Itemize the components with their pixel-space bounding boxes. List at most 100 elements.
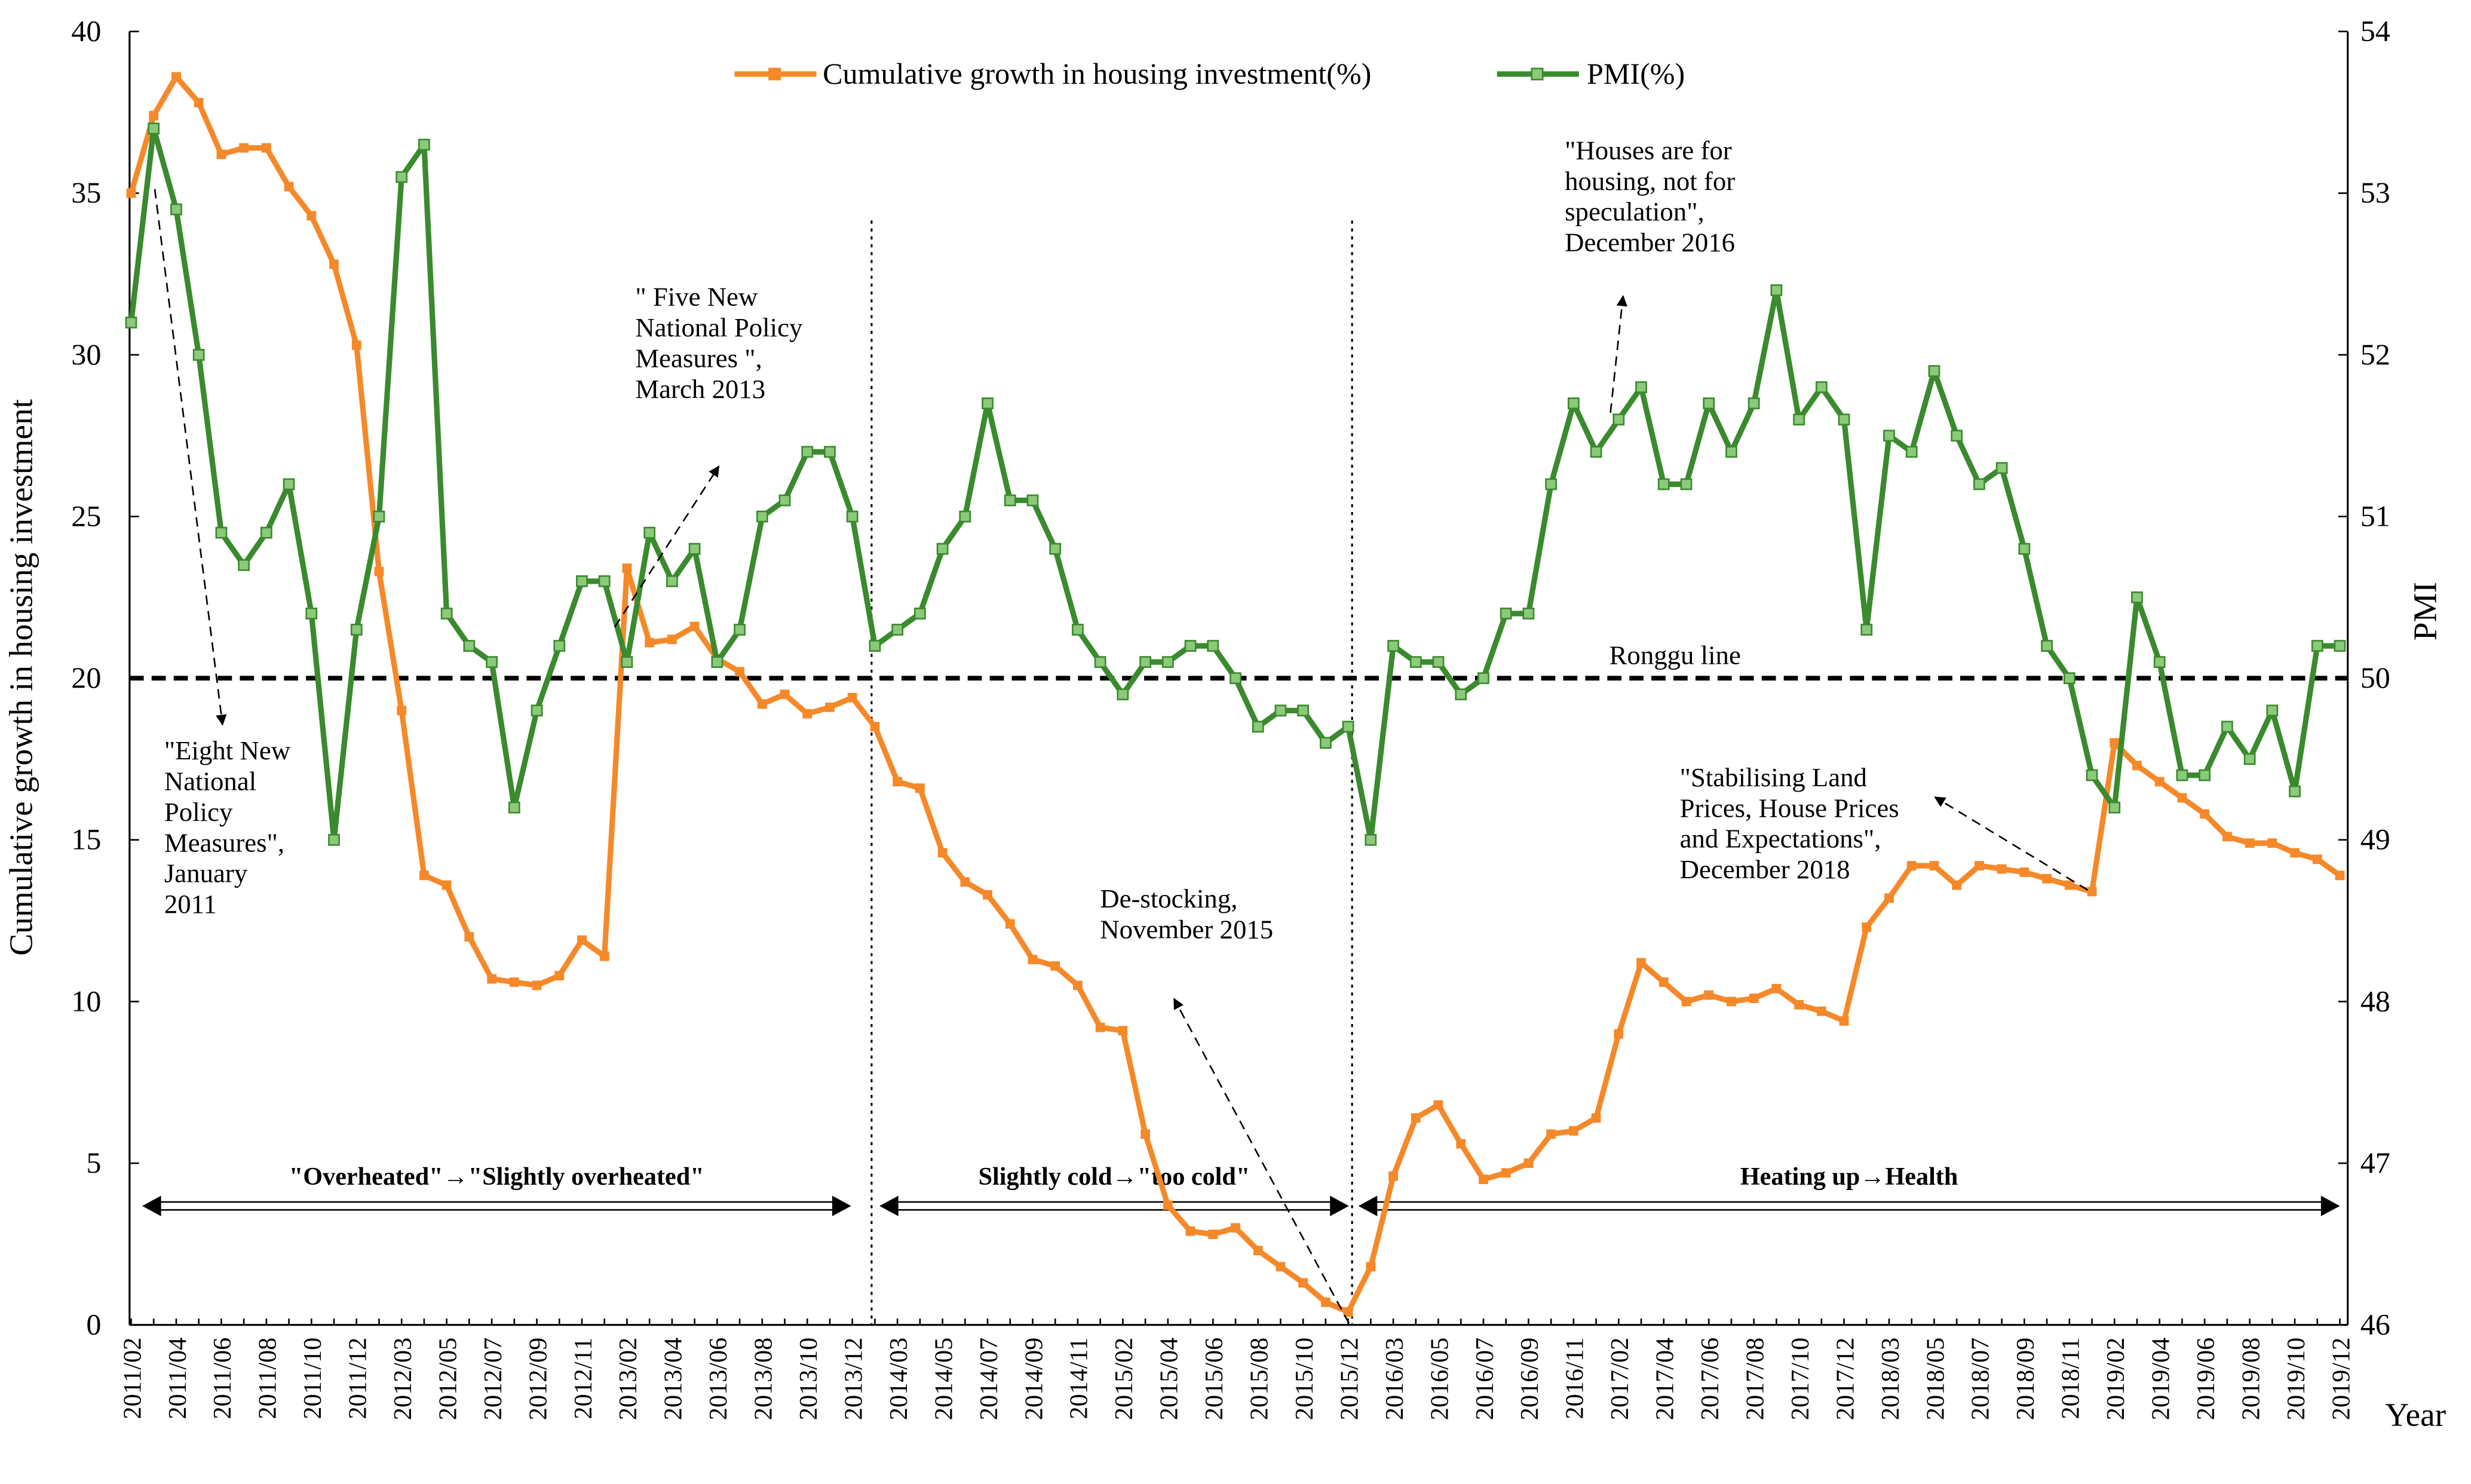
data-point — [1862, 922, 1872, 932]
data-point — [1771, 983, 1782, 994]
x-tick-label: 2014/03 — [885, 1338, 913, 1420]
y-tick-label: 30 — [71, 338, 101, 371]
data-point — [621, 656, 633, 669]
data-point — [1680, 478, 1693, 490]
data-point — [2266, 704, 2279, 717]
x-tick-label: 2017/02 — [1606, 1338, 1634, 1420]
data-point — [1139, 656, 1151, 669]
x-tick-label: 2014/05 — [930, 1338, 958, 1420]
data-point — [1208, 1229, 1218, 1240]
data-point — [959, 510, 971, 523]
data-point — [508, 801, 520, 814]
period-label: Slightly cold→"too cold" — [979, 1163, 1250, 1191]
x-tick-label: 2016/05 — [1425, 1338, 1454, 1420]
annotation-text: "Houses are for — [1565, 135, 1732, 165]
x-tick-label: 2016/09 — [1516, 1338, 1544, 1420]
period-arrowhead — [142, 1195, 851, 1216]
data-point — [688, 542, 701, 555]
data-point — [284, 182, 294, 192]
data-point — [1591, 1113, 1601, 1123]
data-point — [734, 624, 746, 636]
data-point — [306, 211, 317, 221]
x-tick-label: 2014/11 — [1065, 1338, 1093, 1419]
data-point — [486, 656, 498, 669]
data-point — [936, 542, 949, 555]
x-tick-label: 2013/02 — [614, 1338, 642, 1420]
data-point — [440, 608, 453, 620]
data-point — [149, 111, 159, 121]
data-point — [2153, 656, 2166, 669]
x-tick-label: 2014/09 — [1020, 1338, 1048, 1420]
x-tick-label: 2016/07 — [1471, 1338, 1499, 1420]
data-point — [1343, 1307, 1353, 1317]
annotation-text: and Expectations", — [1680, 824, 1881, 854]
data-point — [2019, 867, 2029, 877]
x-tick-label: 2015/06 — [1200, 1338, 1228, 1420]
data-point — [1906, 861, 1917, 871]
data-point — [1049, 542, 1062, 555]
x-tick-label: 2013/08 — [750, 1338, 778, 1420]
data-point — [778, 494, 791, 507]
x-tick-label: 2019/12 — [2327, 1338, 2355, 1420]
data-point — [1703, 397, 1715, 410]
data-point — [1522, 608, 1535, 620]
data-point — [2131, 591, 2143, 603]
period-label: "Overheated"→"Slightly overheated" — [289, 1163, 704, 1191]
data-point — [1342, 720, 1354, 733]
data-point — [757, 699, 767, 709]
x-tick-label: 2011/04 — [164, 1338, 192, 1419]
data-point — [1905, 446, 1918, 458]
data-point — [1387, 640, 1399, 652]
data-point — [1997, 864, 2007, 874]
data-point — [192, 349, 205, 361]
x-tick-label: 2019/08 — [2237, 1338, 2265, 1420]
data-point — [598, 575, 611, 587]
annotation-text: " Five New — [635, 282, 758, 312]
data-point — [1523, 1158, 1534, 1168]
x-tick-label: 2019/06 — [2192, 1338, 2220, 1420]
data-point — [1072, 624, 1084, 636]
x-tick-label: 2018/09 — [2012, 1338, 2040, 1420]
data-point — [982, 397, 994, 410]
data-point — [1658, 977, 1669, 987]
data-point — [869, 640, 881, 652]
x-tick-label: 2017/08 — [1741, 1338, 1769, 1420]
data-point — [1612, 413, 1625, 426]
x-tick-label: 2019/02 — [2102, 1338, 2130, 1420]
period-arrowhead — [879, 1195, 1349, 1216]
x-tick-label: 2013/12 — [840, 1338, 868, 1420]
data-point — [2110, 738, 2120, 748]
data-point — [577, 935, 587, 945]
y2-tick-label: 52 — [2360, 338, 2390, 371]
data-point — [1951, 430, 1963, 442]
data-point — [1276, 1262, 1286, 1272]
data-point — [1388, 1171, 1398, 1181]
y2-axis-label: PMI — [2406, 582, 2443, 640]
x-tick-label: 2017/12 — [1831, 1338, 1859, 1420]
data-point — [1657, 478, 1670, 490]
data-point — [1748, 397, 1760, 410]
data-point — [1411, 1113, 1421, 1123]
annotation-arrow — [1173, 998, 1350, 1324]
data-point — [1095, 1022, 1105, 1032]
x-tick-label: 2011/12 — [344, 1338, 372, 1419]
data-point — [1929, 861, 1939, 871]
data-point — [1704, 990, 1714, 1000]
x-axis-label: Year — [2385, 1396, 2446, 1433]
y2-tick-label: 46 — [2360, 1307, 2390, 1341]
data-point — [1794, 999, 1804, 1010]
data-point — [1004, 494, 1016, 507]
data-point — [1952, 880, 1962, 890]
period-label: Heating up→Health — [1740, 1163, 1958, 1191]
data-point — [509, 977, 519, 987]
data-point — [2177, 793, 2187, 803]
data-point — [1366, 1262, 1376, 1272]
data-point — [238, 559, 250, 571]
data-point — [463, 640, 476, 652]
data-point — [1614, 1029, 1624, 1039]
data-point — [1884, 893, 1894, 903]
data-point — [328, 833, 340, 846]
data-point — [576, 575, 588, 587]
data-point — [1432, 656, 1445, 669]
data-point — [1409, 656, 1422, 669]
